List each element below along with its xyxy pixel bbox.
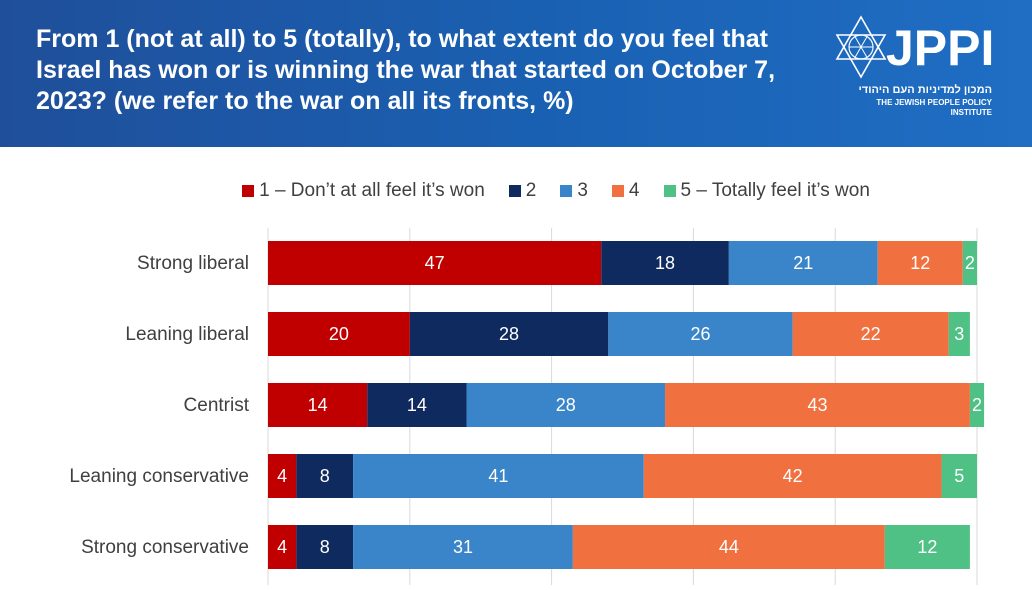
legend-label: 3 bbox=[577, 180, 588, 201]
data-label: 4 bbox=[277, 537, 287, 557]
bar-segment bbox=[296, 525, 354, 569]
logo-wordmark: JPPI bbox=[886, 20, 995, 76]
legend-label: 2 bbox=[525, 180, 537, 201]
chart-legend: 1 – Don’t at all feel it’s won 2 3 4 5 – Tot… bbox=[0, 176, 1032, 206]
data-label: 20 bbox=[329, 324, 349, 344]
bar-segment bbox=[268, 525, 297, 569]
legend-swatch bbox=[560, 185, 573, 197]
jppi-logo: JPPI המכון למדיניות העם היהודי THE JEWIS… bbox=[828, 14, 1008, 117]
category-label: Leaning conservative bbox=[69, 466, 249, 487]
bar-segment bbox=[728, 241, 878, 285]
bar-segment bbox=[877, 241, 963, 285]
category-label: Centrist bbox=[184, 395, 250, 416]
bar-segment bbox=[948, 312, 970, 356]
legend-item-2: 2 bbox=[508, 180, 537, 202]
bar-segment bbox=[572, 525, 885, 569]
legend-label: 5 – Totally feel it’s won bbox=[680, 180, 870, 201]
data-label: 28 bbox=[556, 395, 576, 415]
category-label: Strong liberal bbox=[137, 253, 249, 274]
data-label: 42 bbox=[783, 466, 803, 486]
bar-segment bbox=[268, 454, 297, 498]
data-label: 8 bbox=[320, 537, 330, 557]
legend-label: 4 bbox=[628, 180, 640, 201]
chart-title: From 1 (not at all) to 5 (totally), to w… bbox=[36, 25, 776, 115]
data-label: 12 bbox=[917, 537, 937, 557]
data-label: 26 bbox=[690, 324, 710, 344]
legend-swatch bbox=[242, 185, 255, 197]
legend-item-5: 5 – Totally feel it’s won bbox=[663, 180, 870, 202]
data-label: 12 bbox=[910, 253, 930, 273]
bar-segment bbox=[962, 241, 977, 285]
data-label: 43 bbox=[807, 395, 827, 415]
data-label: 47 bbox=[425, 253, 445, 273]
bar-segment bbox=[884, 525, 970, 569]
bar-segment bbox=[268, 241, 602, 285]
bar-segment bbox=[643, 454, 942, 498]
legend-swatch bbox=[508, 185, 521, 197]
bar-segment bbox=[665, 383, 970, 427]
bar-segment bbox=[466, 383, 666, 427]
bar-segment bbox=[296, 454, 354, 498]
bar-segment bbox=[409, 312, 609, 356]
bar-segment bbox=[792, 312, 949, 356]
bar-segment bbox=[268, 383, 368, 427]
bar-segment bbox=[367, 383, 467, 427]
bar-segment bbox=[969, 383, 985, 427]
data-label: 3 bbox=[954, 324, 964, 344]
category-label: Leaning liberal bbox=[125, 324, 249, 345]
legend-item-1: 1 – Don’t at all feel it’s won bbox=[242, 180, 485, 202]
legend-item-4: 4 bbox=[611, 180, 640, 202]
bar-segment bbox=[601, 241, 729, 285]
data-label: 44 bbox=[719, 537, 739, 557]
data-label: 22 bbox=[861, 324, 881, 344]
legend-swatch bbox=[611, 185, 624, 197]
logo-english-text: THE JEWISH PEOPLE POLICY INSTITUTE bbox=[876, 98, 992, 117]
data-label: 5 bbox=[954, 466, 964, 486]
data-label: 2 bbox=[965, 253, 975, 273]
bar-segment bbox=[353, 525, 573, 569]
bar-segment bbox=[353, 454, 644, 498]
bar-segment bbox=[608, 312, 793, 356]
data-label: 18 bbox=[655, 253, 675, 273]
bar-segment bbox=[268, 312, 410, 356]
header-banner: From 1 (not at all) to 5 (totally), to w… bbox=[0, 0, 1032, 147]
star-of-david-icon bbox=[835, 15, 887, 79]
legend-label: 1 – Don’t at all feel it’s won bbox=[259, 180, 485, 201]
category-label: Strong conservative bbox=[81, 537, 249, 558]
logo-hebrew-text: המכון למדיניות העם היהודי bbox=[858, 84, 992, 96]
data-label: 31 bbox=[453, 537, 473, 557]
legend-swatch bbox=[663, 185, 676, 197]
data-label: 14 bbox=[308, 395, 328, 415]
legend-item-3: 3 bbox=[560, 180, 588, 202]
data-label: 14 bbox=[407, 395, 427, 415]
data-label: 8 bbox=[320, 466, 330, 486]
data-label: 21 bbox=[793, 253, 813, 273]
stacked-bar-chart: Strong liberal 47 18 21 12 2 Leaning liberal 20… bbox=[69, 228, 985, 585]
data-label: 4 bbox=[277, 466, 287, 486]
data-label: 28 bbox=[499, 324, 519, 344]
bar-segment bbox=[941, 454, 977, 498]
data-label: 2 bbox=[972, 395, 982, 415]
data-label: 41 bbox=[488, 466, 508, 486]
